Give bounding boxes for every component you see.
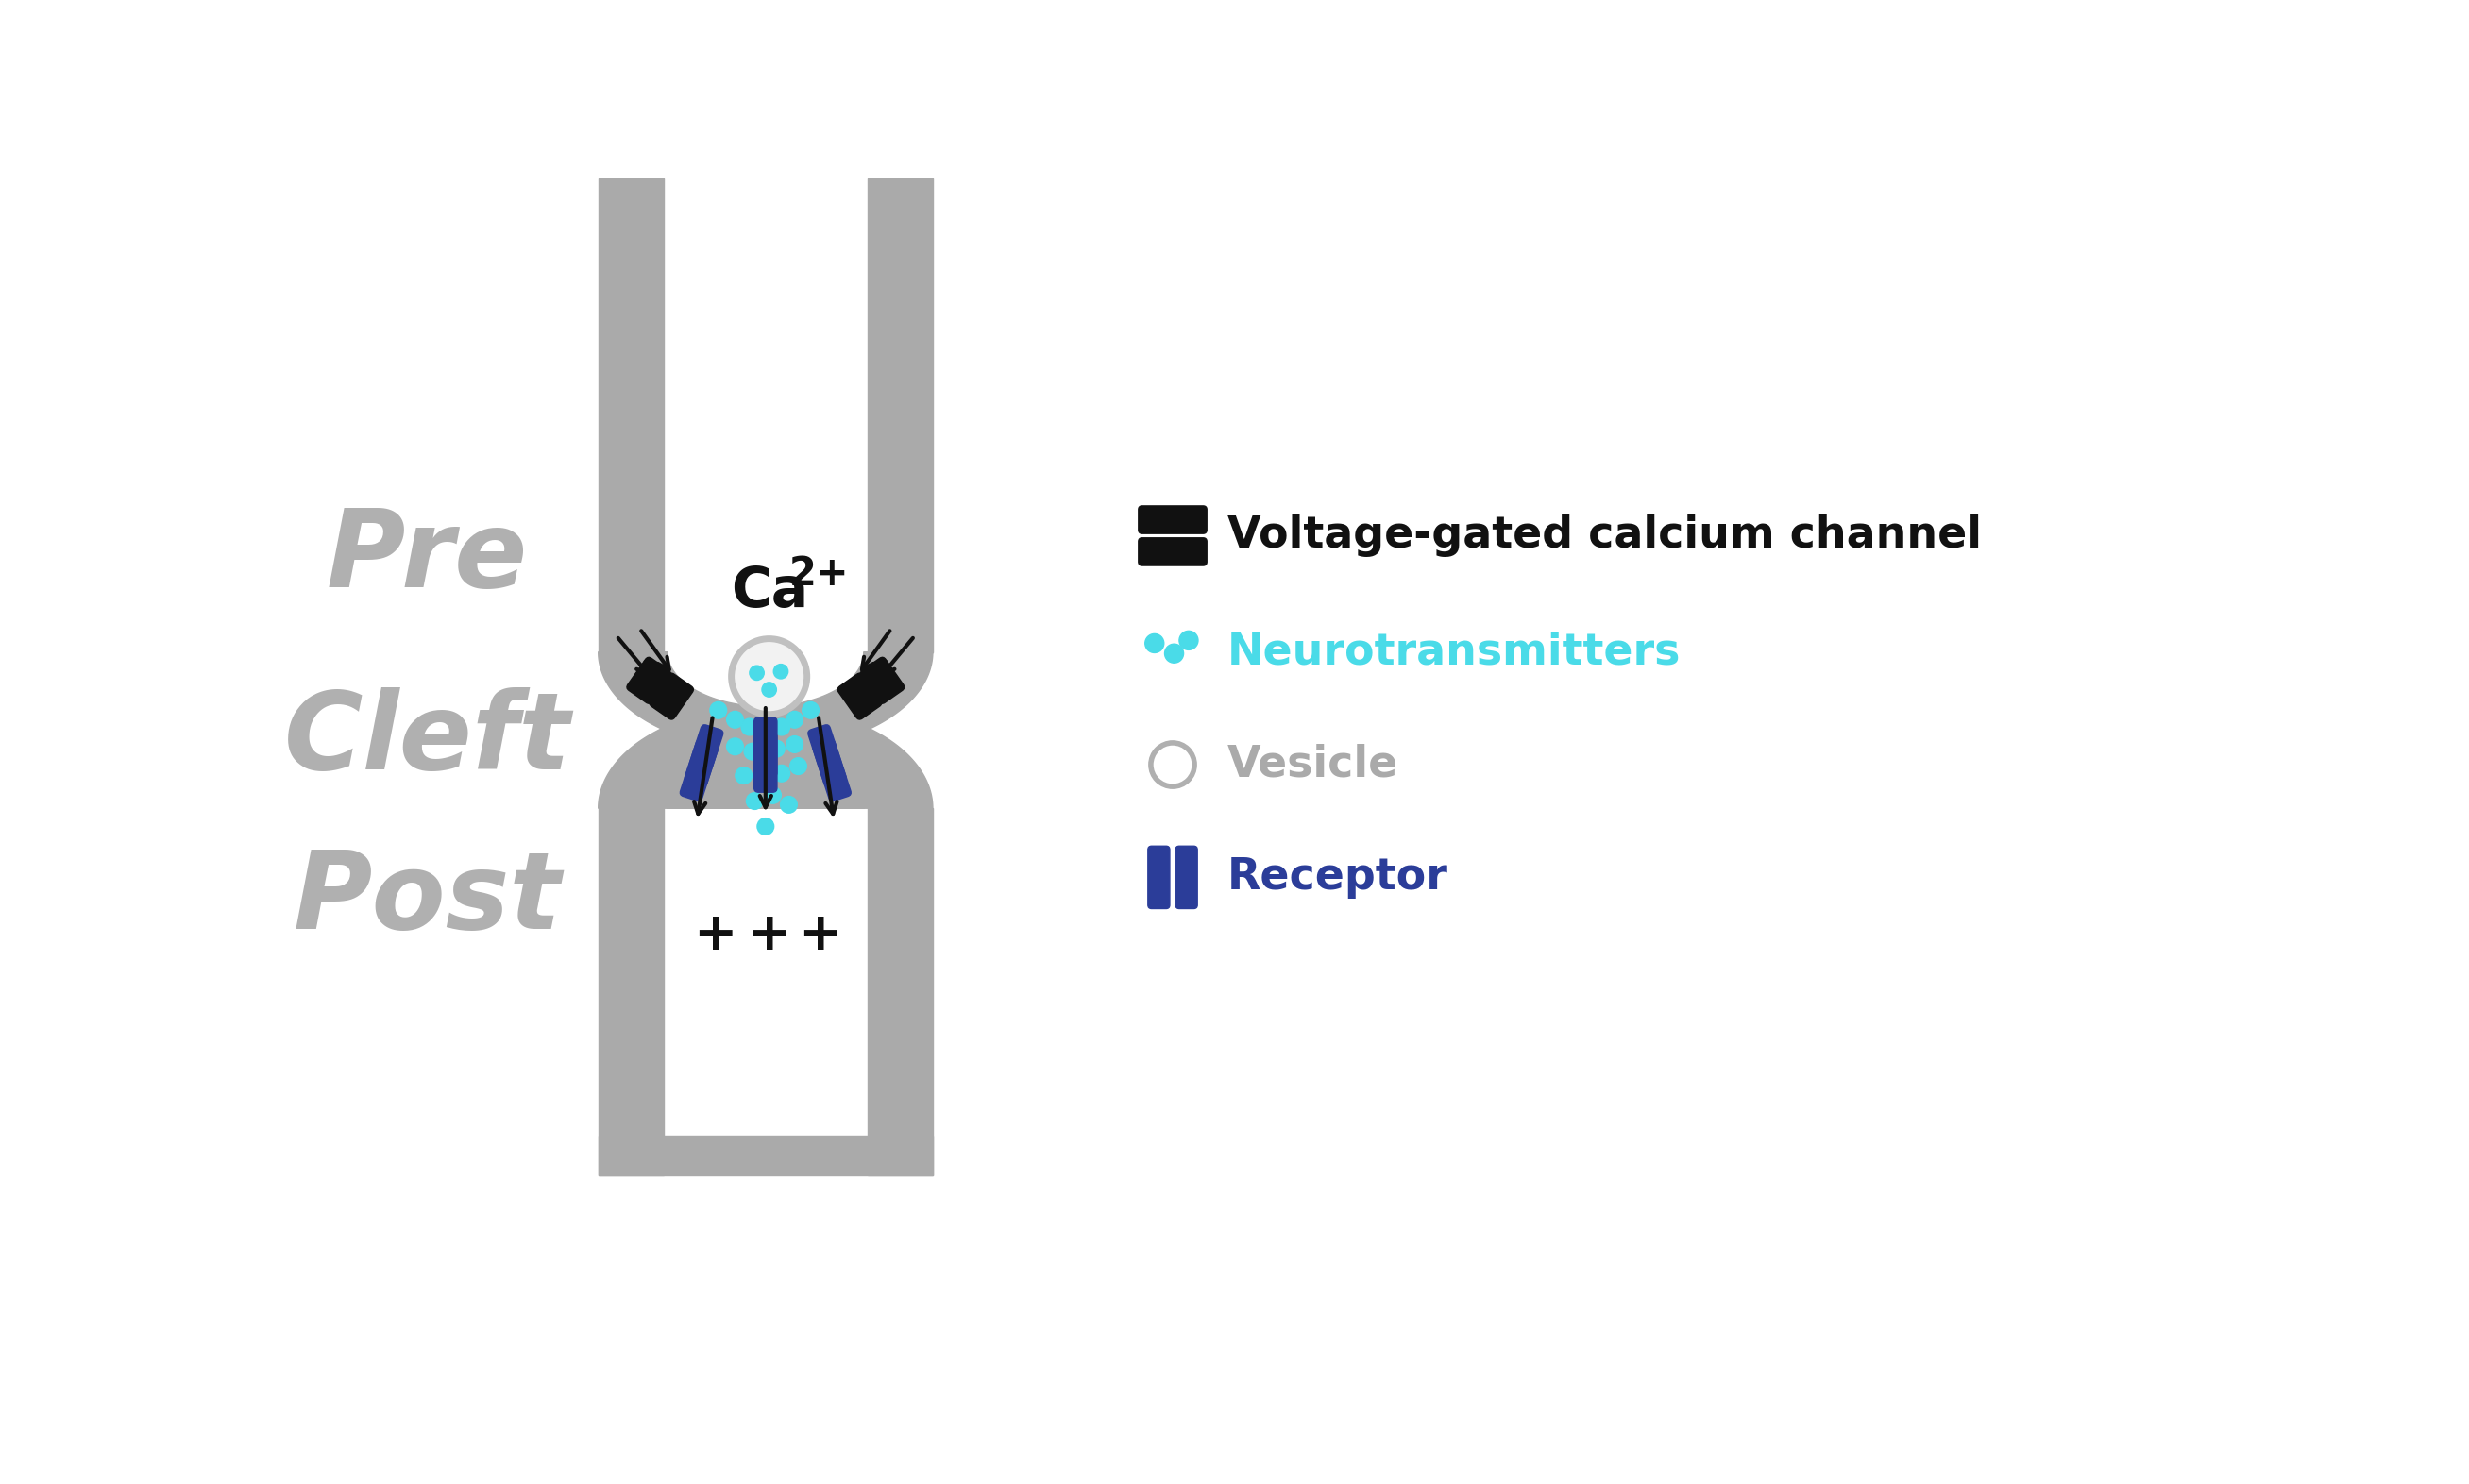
Circle shape xyxy=(736,767,753,784)
Circle shape xyxy=(785,736,802,752)
Circle shape xyxy=(780,797,797,813)
Circle shape xyxy=(773,665,788,678)
Circle shape xyxy=(731,638,807,714)
FancyBboxPatch shape xyxy=(837,674,881,720)
FancyBboxPatch shape xyxy=(679,739,718,801)
Circle shape xyxy=(1165,644,1183,663)
FancyBboxPatch shape xyxy=(807,724,847,787)
Circle shape xyxy=(785,711,802,729)
Bar xyxy=(597,178,664,651)
FancyBboxPatch shape xyxy=(1138,506,1207,534)
Circle shape xyxy=(746,792,763,809)
FancyBboxPatch shape xyxy=(859,657,904,703)
Text: Ca: Ca xyxy=(731,564,807,619)
Circle shape xyxy=(773,718,790,735)
Text: +: + xyxy=(797,910,842,962)
Text: Cleft: Cleft xyxy=(284,687,570,791)
Circle shape xyxy=(741,718,758,735)
Text: Neurotransmitters: Neurotransmitters xyxy=(1227,631,1681,674)
FancyBboxPatch shape xyxy=(627,657,672,703)
Circle shape xyxy=(726,738,743,755)
Circle shape xyxy=(751,666,763,680)
Circle shape xyxy=(790,758,807,775)
Text: Vesicle: Vesicle xyxy=(1227,743,1397,787)
Circle shape xyxy=(1146,634,1163,653)
FancyBboxPatch shape xyxy=(1148,846,1170,908)
Circle shape xyxy=(765,787,780,803)
FancyBboxPatch shape xyxy=(684,724,723,787)
FancyBboxPatch shape xyxy=(753,717,778,778)
Circle shape xyxy=(711,702,726,718)
Bar xyxy=(867,178,933,651)
FancyBboxPatch shape xyxy=(1138,537,1207,565)
Text: Pre: Pre xyxy=(326,505,528,610)
FancyBboxPatch shape xyxy=(812,739,852,801)
Text: +: + xyxy=(748,910,790,962)
Bar xyxy=(867,809,933,1175)
Text: 2+: 2+ xyxy=(788,554,849,594)
Circle shape xyxy=(1180,631,1197,650)
FancyBboxPatch shape xyxy=(649,674,694,720)
Polygon shape xyxy=(597,706,933,809)
Circle shape xyxy=(773,766,790,782)
Bar xyxy=(597,1135,933,1175)
Text: Receptor: Receptor xyxy=(1227,856,1447,899)
Circle shape xyxy=(802,702,820,718)
Polygon shape xyxy=(597,651,933,749)
Text: +: + xyxy=(694,910,736,962)
Bar xyxy=(597,809,664,1175)
Circle shape xyxy=(726,711,743,729)
Circle shape xyxy=(743,743,760,760)
Circle shape xyxy=(768,741,785,757)
Circle shape xyxy=(753,763,770,779)
FancyBboxPatch shape xyxy=(753,733,778,792)
Circle shape xyxy=(758,818,773,835)
Text: Voltage-gated calcium channel: Voltage-gated calcium channel xyxy=(1227,515,1983,556)
FancyBboxPatch shape xyxy=(1175,846,1197,908)
Text: Post: Post xyxy=(294,847,560,951)
Circle shape xyxy=(763,683,775,697)
